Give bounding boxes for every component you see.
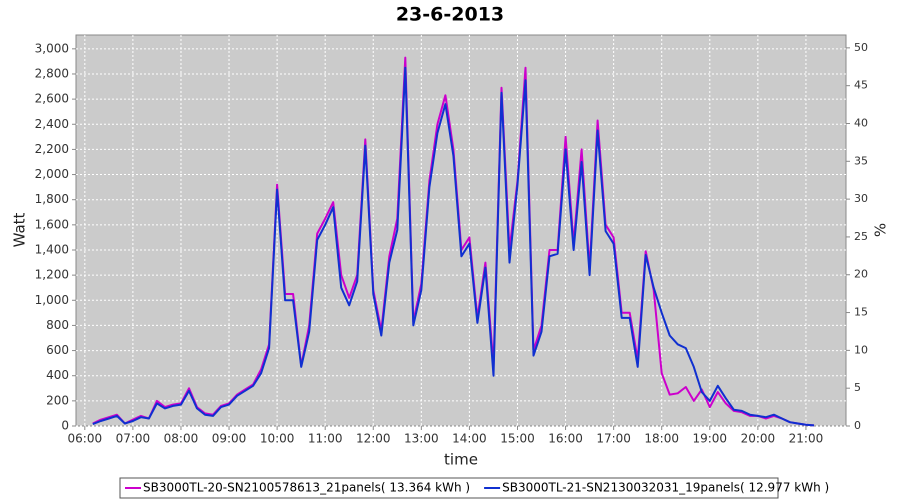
y-tick-label: 200	[46, 393, 69, 407]
x-tick-label: 10:00	[260, 432, 295, 446]
x-tick-label: 08:00	[164, 432, 199, 446]
x-tick-label: 21:00	[789, 432, 824, 446]
y-tick-label: 2,600	[35, 92, 69, 106]
y2-tick-label: 35	[854, 154, 868, 167]
y2-tick-label: 20	[854, 268, 868, 281]
y-tick-label: 600	[46, 343, 69, 357]
x-tick-label: 12:00	[356, 432, 391, 446]
y-tick-label: 2,000	[35, 167, 69, 181]
chart-title: 23-6-2013	[396, 4, 504, 26]
y2-tick-label: 10	[854, 343, 868, 356]
y2-tick-label: 25	[854, 230, 868, 243]
x-tick-label: 07:00	[116, 432, 151, 446]
x-tick-label: 09:00	[212, 432, 247, 446]
y-tick-label: 400	[46, 368, 69, 382]
legend-label: SB3000TL-21-SN2130032031_19panels( 12.97…	[502, 481, 829, 495]
y2-tick-label: 50	[854, 41, 868, 54]
legend	[119, 477, 779, 499]
x-tick-label: 17:00	[596, 432, 631, 446]
y-tick-label: 2,800	[35, 66, 69, 80]
y-axis-label: Watt	[11, 212, 29, 247]
y-tick-label: 1,200	[35, 268, 69, 282]
x-tick-label: 20:00	[741, 432, 776, 446]
y2-tick-label: 30	[854, 192, 868, 205]
x-tick-label: 16:00	[548, 432, 583, 446]
y-tick-label: 1,000	[35, 293, 69, 307]
y-tick-label: 2,200	[35, 142, 69, 156]
x-tick-label: 06:00	[68, 432, 103, 446]
y2-tick-label: 45	[854, 79, 868, 92]
series-line	[92, 66, 815, 427]
y-tick-label: 3,000	[35, 41, 69, 55]
x-tick-label: 13:00	[404, 432, 439, 446]
y-tick-label: 1,600	[35, 217, 69, 231]
y2-tick-label: 40	[854, 116, 868, 129]
y2-axis-label: %	[872, 223, 890, 237]
x-tick-label: 14:00	[452, 432, 487, 446]
y-tick-label: 1,800	[35, 192, 69, 206]
plot-area	[75, 34, 847, 427]
y2-tick-label: 15	[854, 306, 868, 319]
y2-tick-label: 5	[854, 381, 861, 394]
x-tick-label: 15:00	[500, 432, 535, 446]
y2-tick-label: 0	[854, 419, 861, 432]
y-tick-label: 2,400	[35, 117, 69, 131]
y-tick-label: 0	[61, 419, 69, 433]
x-axis-label: time	[444, 451, 478, 469]
y-tick-label: 1,400	[35, 242, 69, 256]
x-tick-label: 11:00	[308, 432, 343, 446]
x-tick-label: 19:00	[692, 432, 727, 446]
y-tick-label: 800	[46, 318, 69, 332]
x-tick-label: 18:00	[644, 432, 679, 446]
legend-label: SB3000TL-20-SN2100578613_21panels( 13.36…	[143, 481, 470, 495]
